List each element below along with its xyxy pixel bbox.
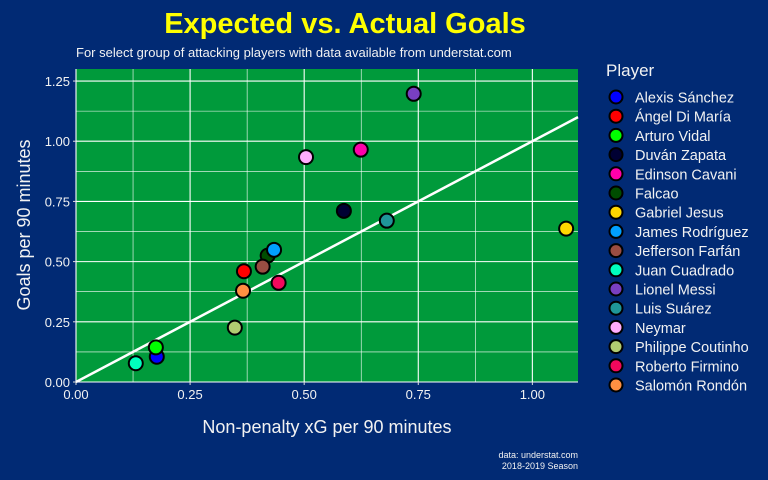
legend-label: Roberto Firmino bbox=[635, 359, 739, 375]
legend-label: James Rodríguez bbox=[635, 225, 749, 241]
x-tick-label: 1.00 bbox=[520, 387, 545, 402]
y-tick-label: 0.00 bbox=[45, 375, 70, 390]
data-point bbox=[298, 149, 315, 166]
x-axis-label: Non-penalty xG per 90 minutes bbox=[202, 417, 451, 437]
legend-key bbox=[608, 108, 624, 124]
y-tick-label: 0.25 bbox=[45, 315, 70, 330]
legend-label: Jefferson Farfán bbox=[635, 244, 740, 260]
legend-key bbox=[608, 166, 624, 182]
data-point bbox=[352, 141, 369, 158]
x-tick-label: 0.25 bbox=[177, 387, 202, 402]
data-point bbox=[270, 274, 287, 291]
data-point bbox=[235, 282, 252, 299]
legend-title: Player bbox=[606, 61, 655, 80]
data-point bbox=[335, 202, 352, 219]
legend-key bbox=[608, 281, 624, 297]
legend-label: Ángel Di María bbox=[635, 109, 732, 126]
legend-label: Juan Cuadrado bbox=[635, 263, 734, 279]
caption-source: data: understat.com bbox=[498, 450, 578, 460]
legend-key bbox=[608, 339, 624, 355]
y-tick-label: 0.50 bbox=[45, 255, 70, 270]
data-point bbox=[147, 339, 164, 356]
data-points bbox=[127, 85, 575, 372]
y-tick-label: 1.00 bbox=[45, 134, 70, 149]
legend-key bbox=[608, 127, 624, 143]
y-tick-label: 1.25 bbox=[45, 74, 70, 89]
legend-label: Philippe Coutinho bbox=[635, 340, 749, 356]
legend-key bbox=[608, 243, 624, 259]
legend-key bbox=[608, 358, 624, 374]
data-point bbox=[558, 220, 575, 237]
grid-lines bbox=[75, 69, 578, 383]
data-point bbox=[226, 319, 243, 336]
data-point bbox=[266, 241, 283, 258]
legend-label: Lionel Messi bbox=[635, 283, 716, 299]
legend-label: Arturo Vidal bbox=[635, 129, 711, 145]
reference-line bbox=[75, 116, 579, 384]
legend-key bbox=[608, 223, 624, 239]
axis-ticks: 0.00 0.25 0.50 0.75 1.00 0.00 0.25 0.50 0.75 1.00… bbox=[45, 74, 545, 402]
legend-key bbox=[608, 204, 624, 220]
data-point bbox=[235, 263, 252, 280]
data-point bbox=[405, 85, 422, 102]
legend-key bbox=[608, 300, 624, 316]
chart-title: Expected vs. Actual Goals bbox=[164, 8, 526, 40]
legend-label: Gabriel Jesus bbox=[635, 206, 724, 222]
legend-label: Falcao bbox=[635, 187, 679, 203]
legend-label: Edinson Cavani bbox=[635, 167, 737, 183]
legend-key bbox=[608, 89, 624, 105]
legend-label: Alexis Sánchez bbox=[635, 91, 734, 107]
data-point bbox=[127, 355, 144, 372]
y-axis-label: Goals per 90 minutes bbox=[14, 139, 34, 310]
y-tick-label: 0.75 bbox=[45, 194, 70, 209]
data-point bbox=[254, 258, 271, 275]
x-tick-label: 0.00 bbox=[63, 387, 88, 402]
legend-label: Duván Zapata bbox=[635, 148, 727, 164]
legend-key bbox=[608, 147, 624, 163]
plot-panel bbox=[76, 69, 578, 382]
caption-season: 2018-2019 Season bbox=[502, 461, 578, 471]
legend-key bbox=[608, 319, 624, 335]
legend-key bbox=[608, 262, 624, 278]
legend-label: Neymar bbox=[635, 321, 686, 337]
legend: Alexis Sánchez Ángel Di María Arturo Vidal… bbox=[608, 89, 749, 395]
legend-label: Luis Suárez bbox=[635, 302, 712, 318]
x-tick-label: 0.75 bbox=[406, 387, 431, 402]
data-point bbox=[378, 212, 395, 229]
legend-label: Salomón Rondón bbox=[635, 379, 747, 395]
x-tick-label: 0.50 bbox=[292, 387, 317, 402]
legend-key bbox=[608, 377, 624, 393]
chart-subtitle: For select group of attacking players wi… bbox=[76, 45, 512, 60]
legend-key bbox=[608, 185, 624, 201]
